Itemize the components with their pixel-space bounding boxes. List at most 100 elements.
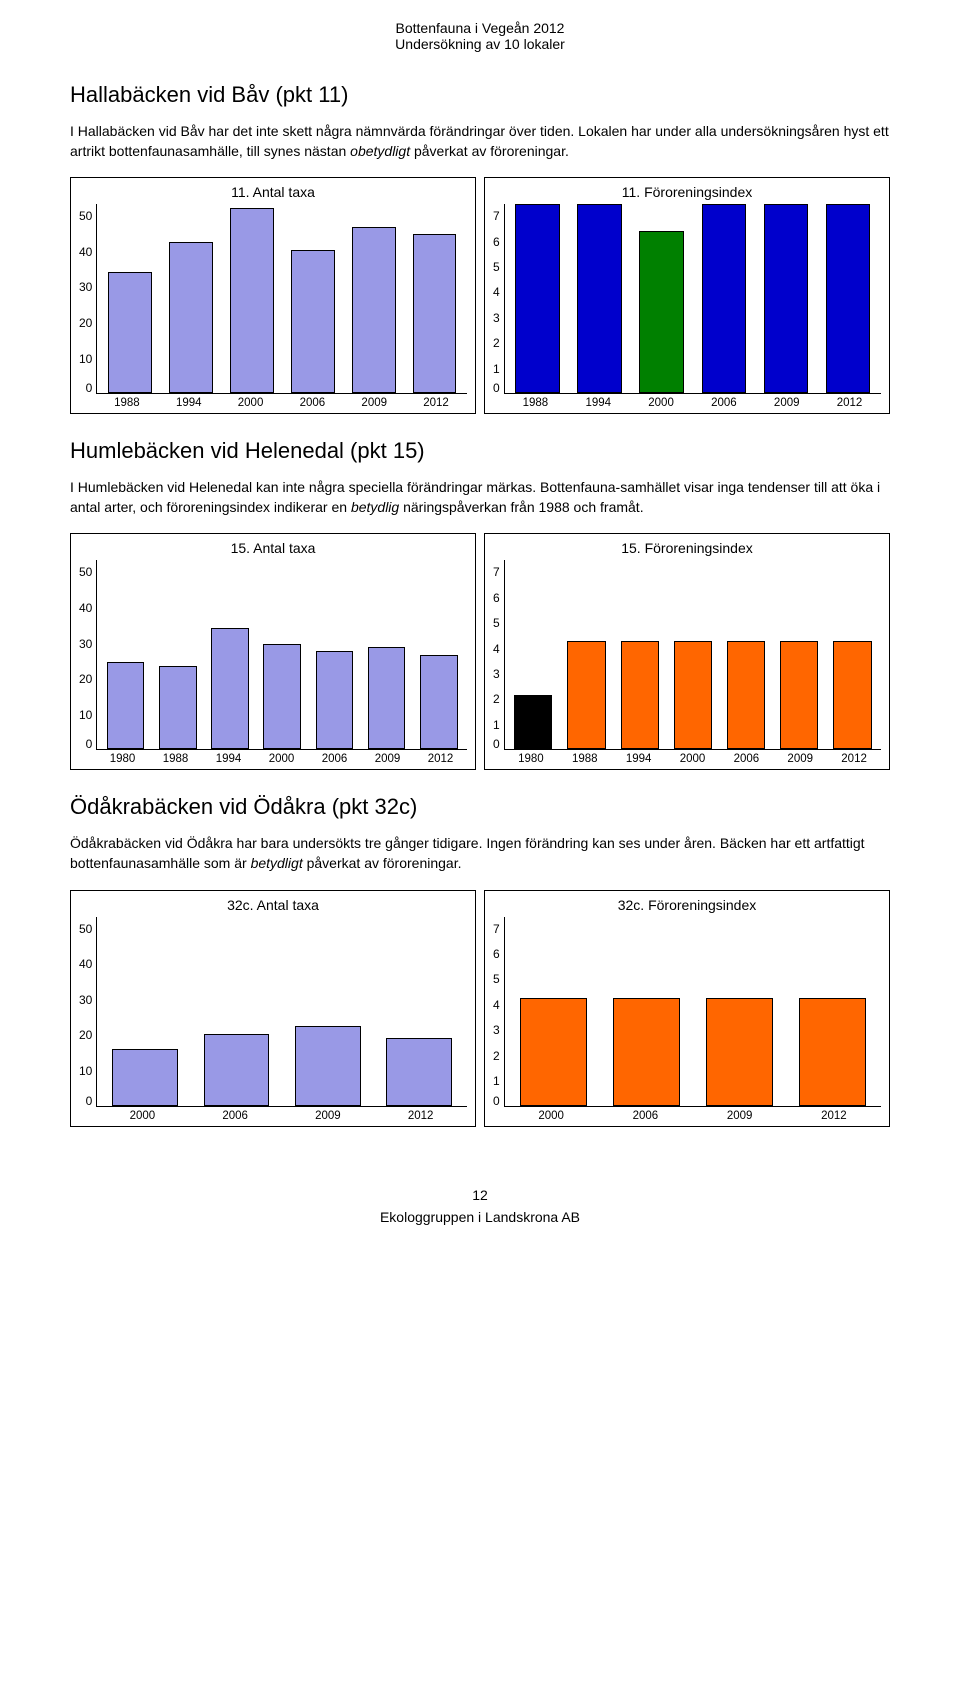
y-tick-label: 40 (79, 246, 92, 258)
bar-slot (204, 560, 256, 749)
x-axis: 1980198819942000200620092012 (493, 750, 881, 765)
x-tick-label: 2000 (255, 753, 308, 765)
section-3-body: Ödåkrabäcken vid Ödåkra har bara undersö… (70, 834, 890, 873)
y-axis: 50403020100 (79, 204, 96, 394)
y-tick-label: 10 (79, 709, 92, 721)
y-tick-label: 1 (493, 1075, 500, 1087)
y-tick-label: 6 (493, 236, 500, 248)
y-tick-label: 50 (79, 566, 92, 578)
section-1-body: I Hallabäcken vid Båv har det inte skett… (70, 122, 890, 161)
x-labels: 198819942000200620092012 (96, 397, 467, 409)
x-tick-label: 2012 (414, 753, 467, 765)
bar-slot (160, 204, 221, 393)
bar (520, 998, 587, 1106)
y-tick-label: 50 (79, 210, 92, 222)
x-tick-label: 1994 (158, 397, 220, 409)
y-tick-label: 2 (493, 693, 500, 705)
bar-slot (99, 917, 190, 1106)
bar-slot (507, 917, 600, 1106)
y-tick-label: 5 (493, 617, 500, 629)
x-tick-label: 2009 (282, 1110, 375, 1122)
chart-32b: 32c. Föroreningsindex7654321020002006200… (484, 890, 890, 1127)
bar-slot (191, 917, 282, 1106)
x-tick-label: 1988 (504, 397, 567, 409)
section-3-title: Ödåkrabäcken vid Ödåkra (pkt 32c) (70, 794, 890, 820)
bar-slot (693, 917, 786, 1106)
section-3-italic: betydligt (251, 855, 303, 871)
y-tick-label: 1 (493, 363, 500, 375)
chart-title: 11. Föroreningsindex (493, 184, 881, 200)
bar-slot (507, 204, 569, 393)
bar (263, 644, 301, 750)
footer-org: Ekologgruppen i Landskrona AB (70, 1209, 890, 1225)
document-header: Bottenfauna i Vegeån 2012 Undersökning a… (70, 20, 890, 52)
bar (352, 227, 396, 393)
x-tick-label: 2006 (719, 753, 773, 765)
bar-slot (374, 917, 465, 1106)
x-tick-label: 2006 (598, 1110, 692, 1122)
y-tick-label: 7 (493, 923, 500, 935)
bar (386, 1038, 452, 1106)
chart-row-32: 32c. Antal taxa5040302010020002006200920… (70, 890, 890, 1127)
plot-area (96, 204, 467, 394)
bar-slot (404, 204, 465, 393)
bar (108, 272, 152, 393)
section-1-italic: obetydligt (350, 143, 410, 159)
bar (799, 998, 866, 1106)
bar (169, 242, 213, 393)
bar (621, 641, 659, 749)
bar (204, 1034, 270, 1106)
bar-slot (560, 560, 613, 749)
section-2-italic: betydlig (351, 499, 399, 515)
plot-outer: 76543210 (493, 204, 881, 394)
bar-slot (613, 560, 666, 749)
bar-slot (282, 917, 373, 1106)
x-tick-label: 1980 (504, 753, 558, 765)
y-tick-label: 6 (493, 592, 500, 604)
bar (112, 1049, 178, 1106)
bar-slot (693, 204, 755, 393)
bar (230, 208, 274, 393)
bar (764, 204, 809, 393)
plot-area (504, 204, 881, 394)
y-tick-label: 3 (493, 668, 500, 680)
chart-11a: 11. Antal taxa50403020100198819942000200… (70, 177, 476, 414)
y-tick-label: 3 (493, 1024, 500, 1036)
x-labels: 198819942000200620092012 (504, 397, 881, 409)
y-tick-label: 20 (79, 1029, 92, 1041)
x-tick-label: 1988 (96, 397, 158, 409)
x-tick-label: 2009 (755, 397, 818, 409)
y-tick-label: 4 (493, 999, 500, 1011)
y-tick-label: 10 (79, 353, 92, 365)
plot-outer: 50403020100 (79, 204, 467, 394)
x-axis: 2000200620092012 (493, 1107, 881, 1122)
bar (674, 641, 712, 749)
y-tick-label: 6 (493, 948, 500, 960)
y-tick-label: 4 (493, 286, 500, 298)
x-tick-label: 1994 (567, 397, 630, 409)
chart-title: 11. Antal taxa (79, 184, 467, 200)
bar-slot (282, 204, 343, 393)
x-tick-label: 2006 (308, 753, 361, 765)
y-tick-label: 0 (493, 738, 500, 750)
x-axis: 1980198819942000200620092012 (79, 750, 467, 765)
bar-slot (507, 560, 560, 749)
x-tick-label: 1988 (558, 753, 612, 765)
y-tick-label: 40 (79, 958, 92, 970)
bar (515, 204, 560, 393)
x-tick-label: 2009 (693, 1110, 787, 1122)
x-tick-label: 1980 (96, 753, 149, 765)
x-tick-label: 2009 (361, 753, 414, 765)
y-tick-label: 10 (79, 1065, 92, 1077)
bar-slot (755, 204, 817, 393)
chart-title: 15. Föroreningsindex (493, 540, 881, 556)
y-tick-label: 7 (493, 566, 500, 578)
plot-area (504, 560, 881, 750)
x-axis: 2000200620092012 (79, 1107, 467, 1122)
x-tick-label: 2012 (787, 1110, 881, 1122)
bar (567, 641, 605, 749)
y-tick-label: 0 (493, 1095, 500, 1107)
x-tick-label: 2012 (818, 397, 881, 409)
header-line-2: Undersökning av 10 lokaler (70, 36, 890, 52)
section-2-title: Humlebäcken vid Helenedal (pkt 15) (70, 438, 890, 464)
